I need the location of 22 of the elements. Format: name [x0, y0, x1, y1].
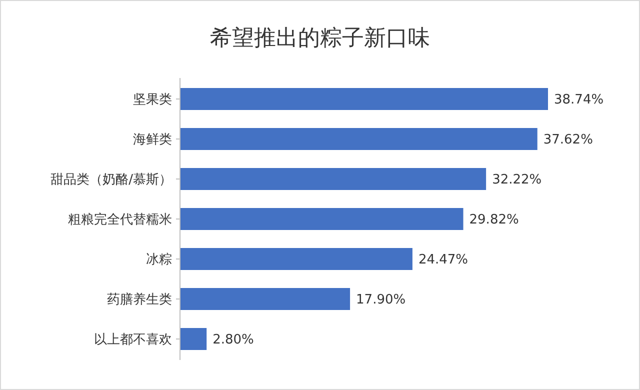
bar — [180, 288, 350, 310]
bar — [180, 248, 412, 270]
bar — [180, 88, 548, 110]
y-tick-label: 以上都不喜欢 — [94, 332, 172, 348]
y-tick-label: 甜品类（奶酪/慕斯） — [50, 172, 172, 188]
y-tick-label: 粗粮完全代替糯米 — [68, 212, 172, 228]
y-tick-label: 药膳养生类 — [107, 292, 172, 308]
data-label: 17.90% — [356, 292, 406, 308]
y-tick-label: 坚果类 — [133, 92, 172, 108]
chart-title: 希望推出的粽子新口味 — [210, 26, 430, 51]
data-label: 38.74% — [554, 92, 604, 108]
data-label: 32.22% — [492, 172, 542, 188]
y-tick-label: 冰粽 — [146, 252, 172, 268]
data-label: 37.62% — [543, 132, 593, 148]
bar — [180, 128, 538, 150]
data-label: 2.80% — [212, 332, 254, 348]
data-label: 24.47% — [418, 252, 468, 268]
bar — [180, 208, 464, 230]
bar — [180, 168, 486, 190]
bar — [180, 328, 207, 350]
data-label: 29.82% — [469, 212, 519, 228]
y-tick-label: 海鲜类 — [133, 132, 172, 148]
